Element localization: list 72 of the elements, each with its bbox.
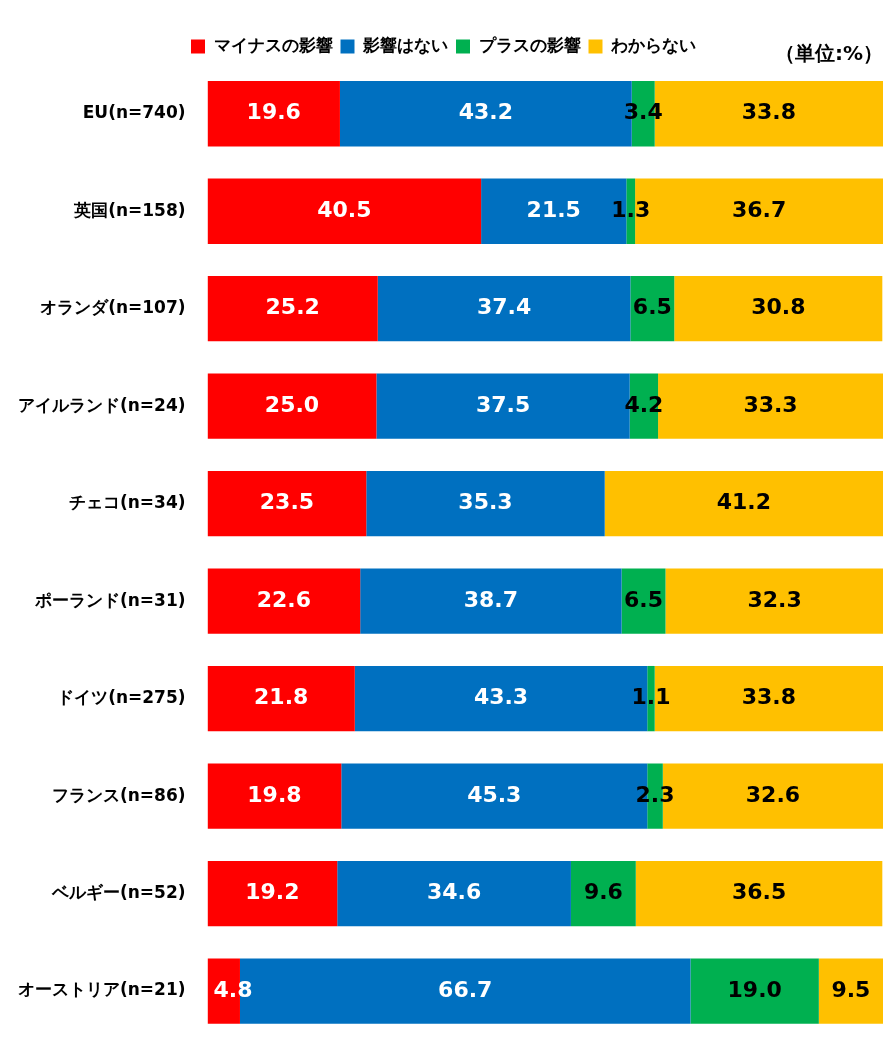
data-label: 41.2 bbox=[716, 489, 771, 515]
legend-label: わからない bbox=[610, 34, 696, 55]
bar bbox=[818, 958, 883, 1024]
data-label: 45.3 bbox=[467, 781, 522, 807]
data-label: 33.8 bbox=[741, 99, 796, 125]
data-label: 1.1 bbox=[631, 684, 671, 710]
data-label: 9.6 bbox=[583, 879, 623, 905]
y-tick-label: ポーランド(n=31) bbox=[34, 589, 186, 610]
data-label: 6.5 bbox=[624, 586, 664, 612]
bar bbox=[207, 471, 367, 537]
y-tick-label: EU(n=740) bbox=[82, 102, 186, 123]
annotation: （単位:%） bbox=[774, 40, 883, 67]
legend-label: プラスの影響 bbox=[478, 34, 581, 55]
data-label: 21.5 bbox=[526, 196, 581, 222]
data-label: 19.2 bbox=[245, 879, 300, 905]
bar bbox=[337, 860, 571, 927]
data-label: 6.5 bbox=[632, 294, 672, 320]
y-tick-label: フランス(n=86) bbox=[52, 784, 186, 805]
data-label: 22.6 bbox=[256, 586, 312, 612]
bar bbox=[674, 276, 883, 342]
data-label: 33.3 bbox=[743, 391, 798, 417]
legend-label: 影響はない bbox=[362, 34, 448, 55]
data-label: 33.8 bbox=[741, 684, 796, 710]
legend-label: マイナスの影響 bbox=[213, 34, 333, 55]
y-tick-label: 英国(n=158) bbox=[73, 199, 186, 220]
bar bbox=[690, 958, 819, 1024]
bar bbox=[207, 178, 482, 244]
y-tick-label: オランダ(n=107) bbox=[40, 297, 186, 318]
bar bbox=[207, 665, 355, 732]
data-label: 43.3 bbox=[473, 684, 529, 710]
data-label: 19.8 bbox=[247, 781, 302, 807]
bar bbox=[207, 763, 342, 829]
data-label: 25.0 bbox=[264, 391, 320, 417]
y-tick-label: オーストリア(n=21) bbox=[18, 979, 186, 1000]
data-label: 21.8 bbox=[254, 684, 309, 710]
data-label: 2.3 bbox=[635, 781, 675, 807]
data-label: 37.4 bbox=[476, 294, 532, 320]
bar bbox=[207, 81, 340, 147]
data-label: 35.3 bbox=[458, 489, 513, 515]
data-label: 43.2 bbox=[458, 99, 513, 125]
data-label: 32.3 bbox=[747, 586, 802, 612]
data-label: 23.5 bbox=[259, 489, 315, 515]
data-label: 36.5 bbox=[731, 879, 787, 905]
bar bbox=[604, 471, 883, 537]
y-tick-label: アイルランド(n=24) bbox=[18, 394, 186, 415]
bar bbox=[207, 568, 361, 634]
data-label: 32.6 bbox=[745, 781, 801, 807]
data-label: 34.6 bbox=[426, 879, 482, 905]
bar bbox=[665, 568, 883, 634]
data-label: 30.8 bbox=[751, 294, 806, 320]
data-label: 36.7 bbox=[731, 196, 787, 222]
y-tick-label: チェコ(n=34) bbox=[69, 492, 186, 513]
data-label: 40.5 bbox=[317, 196, 372, 222]
data-label: 25.2 bbox=[265, 294, 320, 320]
data-label: 19.6 bbox=[246, 99, 301, 125]
data-label: 1.3 bbox=[611, 196, 651, 222]
bar bbox=[377, 276, 631, 342]
bar bbox=[366, 471, 605, 537]
bar bbox=[635, 860, 883, 927]
data-label: 38.7 bbox=[463, 586, 519, 612]
bar bbox=[621, 568, 666, 634]
data-label: 66.7 bbox=[438, 976, 493, 1002]
bar bbox=[207, 373, 377, 439]
bar bbox=[360, 568, 622, 634]
bar bbox=[570, 860, 636, 927]
y-tick-label: ベルギー(n=52) bbox=[51, 882, 186, 902]
data-label: 9.5 bbox=[831, 976, 871, 1002]
bar bbox=[207, 860, 338, 927]
data-label: 37.5 bbox=[475, 391, 531, 417]
bar bbox=[207, 276, 378, 342]
y-tick-label: ドイツ(n=275) bbox=[57, 687, 186, 708]
data-label: 19.0 bbox=[727, 976, 782, 1002]
